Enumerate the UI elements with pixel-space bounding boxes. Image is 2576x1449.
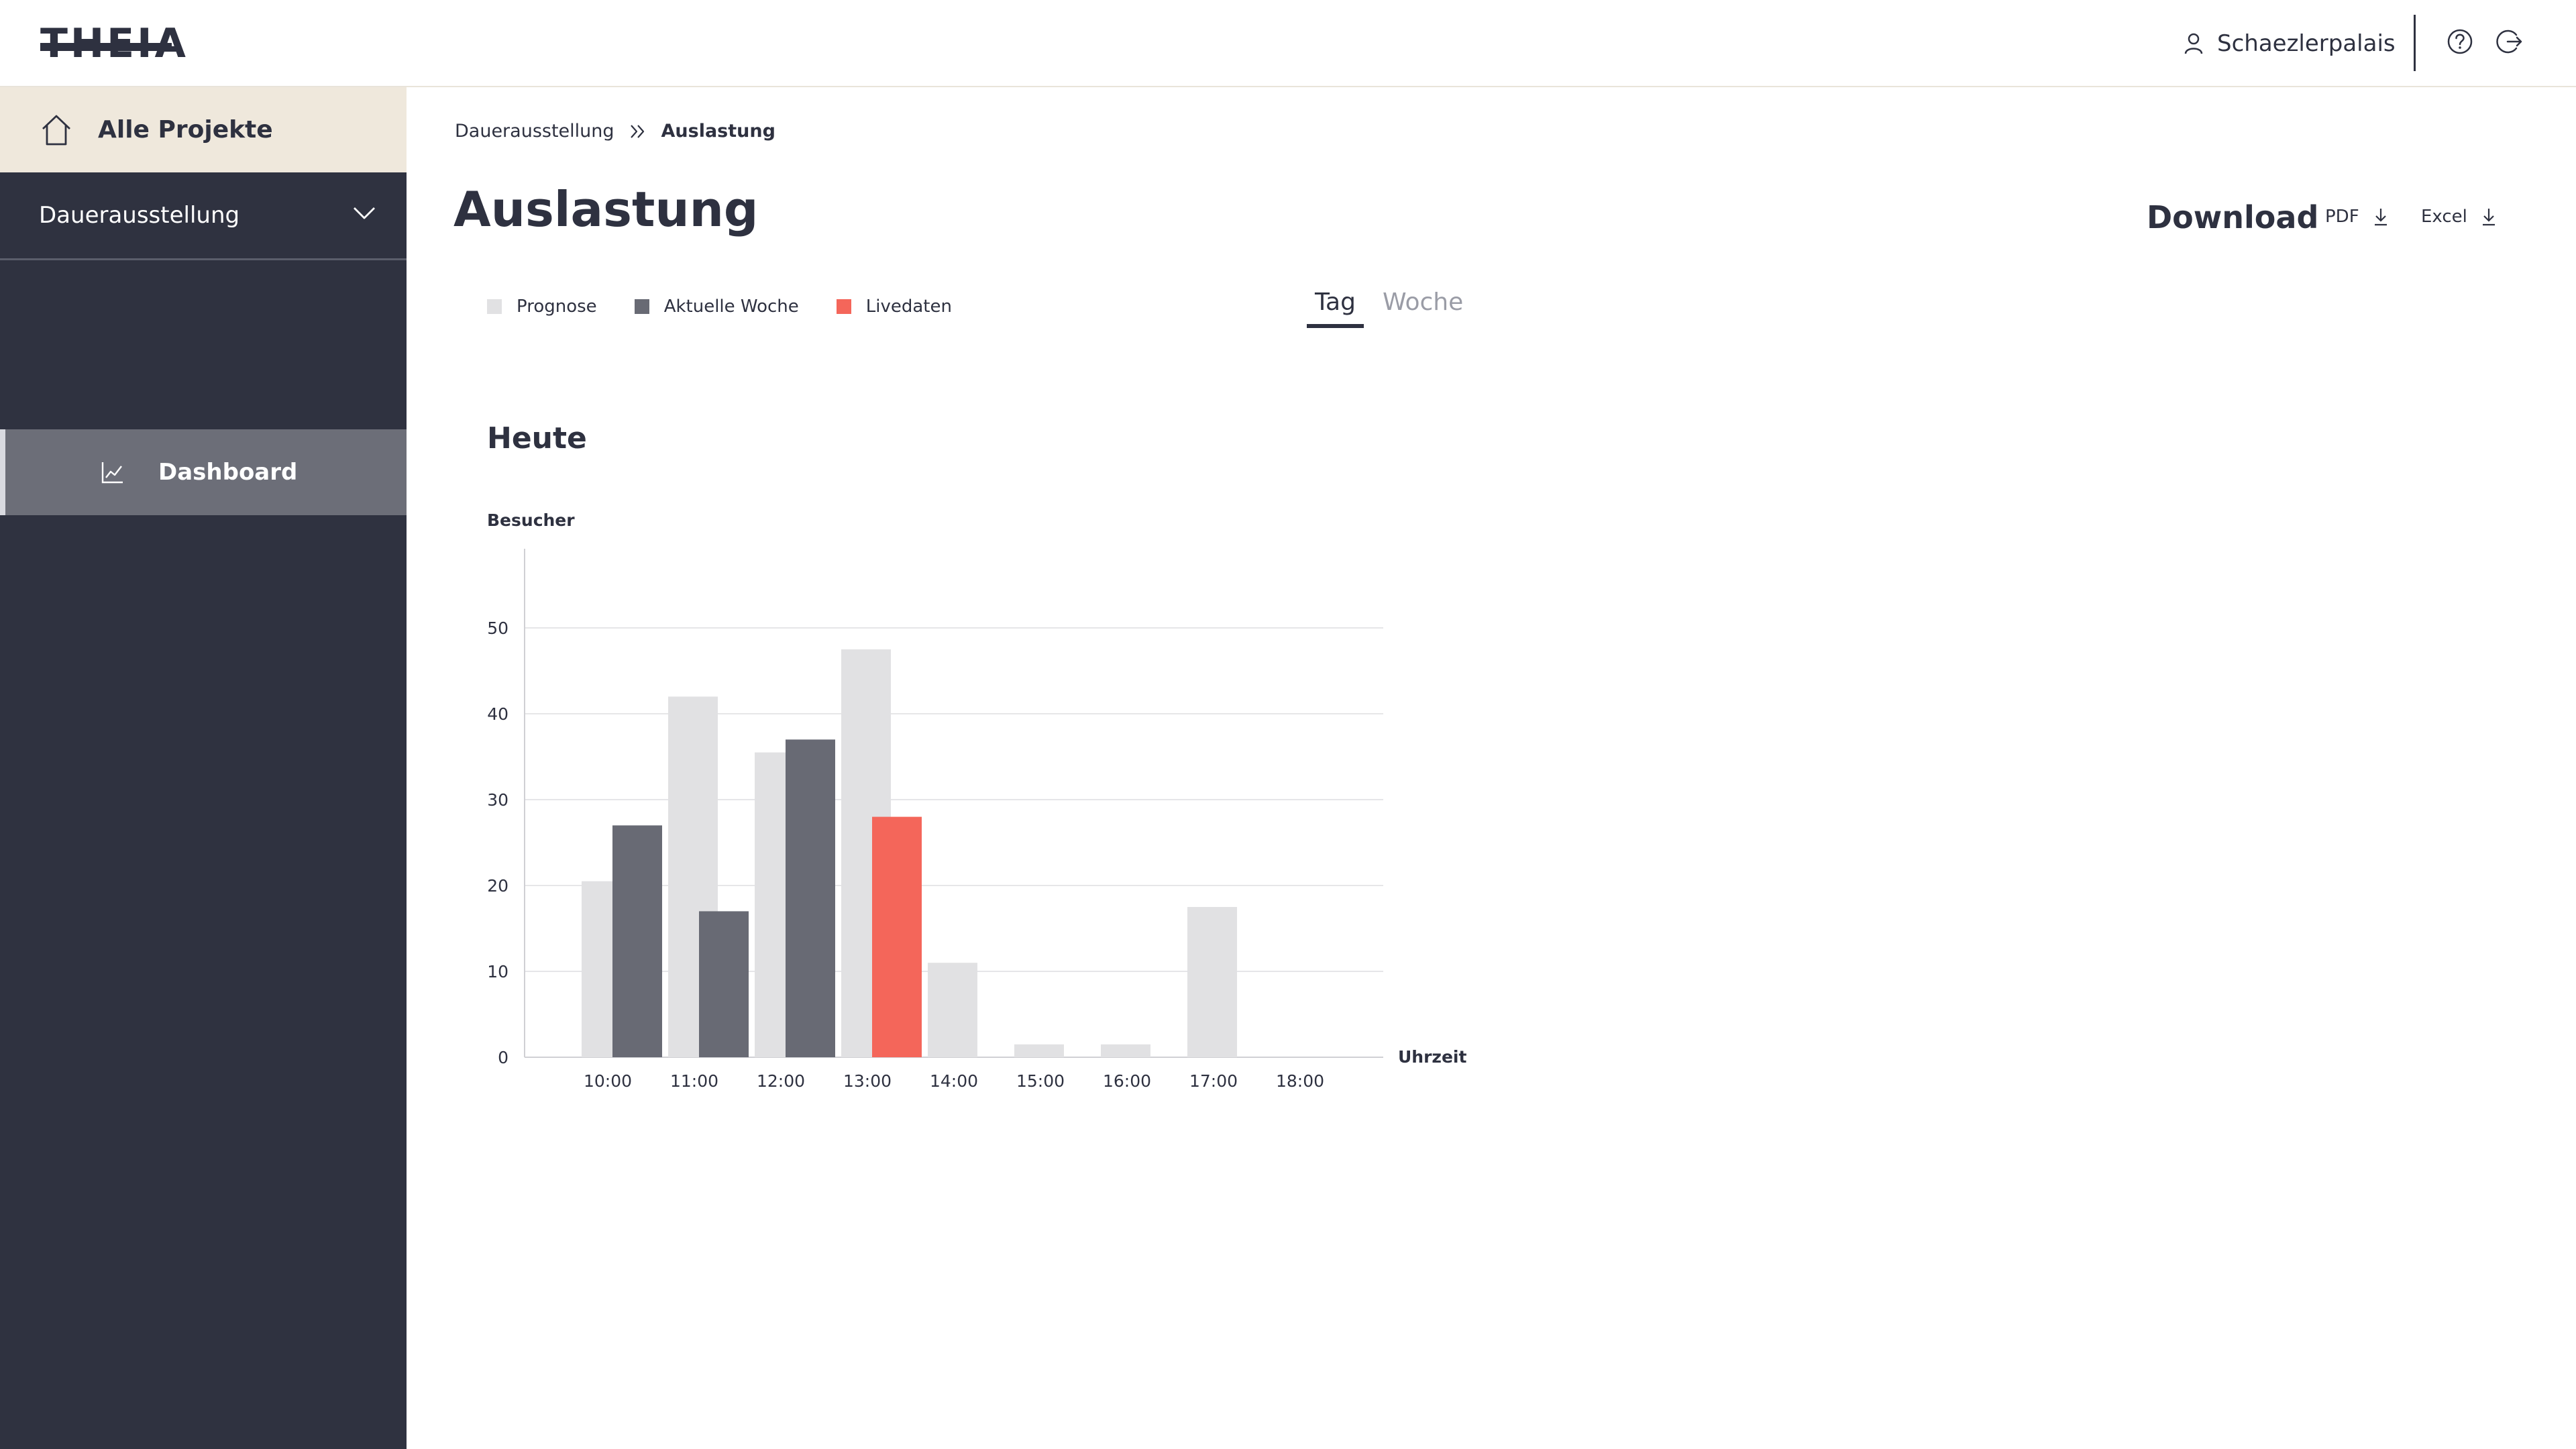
x-tick-label: 13:00 — [843, 1071, 892, 1091]
legend-swatch — [836, 299, 851, 314]
y-tick-label: 20 — [487, 876, 508, 896]
x-tick-label: 14:00 — [930, 1071, 978, 1091]
y-tick-label: 30 — [487, 790, 508, 810]
x-axis-title: Uhrzeit — [1398, 1047, 1467, 1067]
breadcrumb-item[interactable]: Dauerausstellung — [455, 121, 614, 142]
bar-prognose — [1187, 907, 1237, 1057]
sidebar: Alle Projekte Dauerausstellung Dashboard — [0, 87, 407, 1449]
logo-strike — [40, 43, 172, 51]
tab-day[interactable]: Tag — [1307, 288, 1364, 328]
bar-aktuelle-woche — [612, 825, 662, 1057]
active-indicator — [0, 429, 5, 515]
bar-prognose — [928, 963, 977, 1057]
breadcrumb: Dauerausstellung Auslastung — [455, 121, 775, 142]
period-tabs: Tag Woche — [1307, 288, 1482, 328]
logout-button[interactable] — [2494, 27, 2524, 56]
legend-item-livedaten: Livedaten — [836, 297, 952, 317]
sidebar-item-label: Dashboard — [158, 459, 298, 486]
x-tick-label: 15:00 — [1016, 1071, 1065, 1091]
x-tick-label: 12:00 — [757, 1071, 805, 1091]
y-tick-label: 40 — [487, 704, 508, 724]
bar-aktuelle-woche — [786, 739, 835, 1057]
x-tick-label: 10:00 — [584, 1071, 632, 1091]
bar-prognose — [1101, 1044, 1150, 1057]
app-logo[interactable]: THEIA — [40, 20, 186, 67]
help-circle-icon — [2447, 29, 2473, 54]
bar-prognose — [1014, 1044, 1064, 1057]
top-bar: THEIA Schaezlerpalais — [0, 0, 2576, 87]
x-tick-label: 16:00 — [1103, 1071, 1151, 1091]
help-button[interactable] — [2445, 27, 2475, 56]
tab-week[interactable]: Woche — [1382, 288, 1464, 316]
legend-label: Prognose — [517, 297, 597, 317]
download-icon — [2374, 209, 2387, 226]
y-tick-label: 10 — [487, 962, 508, 981]
legend-swatch — [487, 299, 502, 314]
sidebar-item-label: Alle Projekte — [98, 116, 273, 144]
legend-item-prognose: Prognose — [487, 297, 597, 317]
page-title: Auslastung — [453, 181, 759, 237]
download-icon — [2482, 209, 2495, 226]
chevron-down-icon — [354, 207, 375, 219]
y-tick-label: 50 — [487, 619, 508, 638]
bar-aktuelle-woche — [699, 911, 749, 1057]
y-tick-label: 0 — [498, 1048, 508, 1067]
legend-swatch — [634, 299, 649, 314]
header-divider — [2414, 15, 2416, 71]
home-icon — [42, 115, 70, 145]
download-excel-button[interactable]: Excel — [2421, 207, 2497, 227]
double-chevron-right-icon — [630, 124, 644, 138]
breadcrumb-current: Auslastung — [661, 121, 775, 142]
legend-label: Livedaten — [865, 297, 952, 317]
x-tick-label: 18:00 — [1276, 1071, 1324, 1091]
chart-line-icon — [101, 462, 123, 484]
x-tick-label: 11:00 — [670, 1071, 718, 1091]
user-menu[interactable]: Schaezlerpalais — [2184, 27, 2396, 60]
download-excel-label: Excel — [2421, 207, 2467, 227]
legend-item-aktuelle-woche: Aktuelle Woche — [634, 297, 799, 317]
bar-livedaten — [872, 816, 922, 1057]
y-axis-title: Besucher — [487, 511, 575, 530]
project-dropdown-label: Dauerausstellung — [39, 202, 240, 229]
logout-icon — [2496, 30, 2522, 54]
sidebar-item-all-projects[interactable]: Alle Projekte — [0, 87, 407, 172]
project-dropdown[interactable]: Dauerausstellung — [0, 172, 407, 260]
download-pdf-button[interactable]: PDF — [2325, 207, 2389, 227]
chart-title: Heute — [487, 421, 587, 455]
download-label: Download — [2147, 199, 2319, 235]
x-tick-label: 17:00 — [1189, 1071, 1238, 1091]
sidebar-item-dashboard[interactable]: Dashboard — [0, 429, 407, 515]
breadcrumb-separator — [629, 123, 647, 140]
legend-label: Aktuelle Woche — [663, 297, 799, 317]
user-icon — [2184, 33, 2203, 54]
download-pdf-label: PDF — [2325, 207, 2359, 227]
user-name: Schaezlerpalais — [2217, 30, 2396, 57]
chart-legend: Prognose Aktuelle Woche Livedaten — [487, 297, 989, 317]
